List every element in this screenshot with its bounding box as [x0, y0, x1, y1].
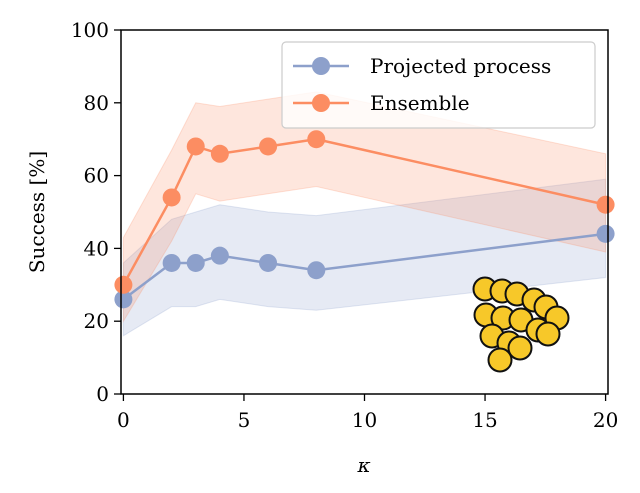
legend-label-projected-process: Projected process	[370, 54, 551, 78]
y-axis-label: Success [%]	[25, 151, 49, 273]
x-tick-label: 0	[117, 408, 130, 432]
legend-box	[281, 41, 596, 129]
point-ensemble	[114, 275, 133, 294]
y-axis-ticks: 0 20 40 60 80 100	[71, 18, 121, 406]
point-projected-process	[259, 253, 278, 272]
legend-label-ensemble: Ensemble	[370, 91, 470, 115]
point-projected-process	[186, 253, 205, 272]
y-tick-label: 80	[84, 91, 109, 115]
ball	[487, 347, 513, 373]
point-ensemble	[186, 137, 205, 156]
ball-stack-icon	[472, 276, 570, 373]
point-ensemble	[307, 130, 326, 149]
y-tick-label: 40	[84, 236, 109, 260]
x-tick-label: 15	[472, 408, 497, 432]
point-ensemble	[596, 195, 615, 214]
y-tick-label: 60	[84, 164, 109, 188]
x-axis-label: κ	[356, 453, 370, 477]
point-ensemble	[259, 137, 278, 156]
point-projected-process	[114, 290, 133, 309]
y-tick-label: 100	[71, 18, 109, 42]
point-projected-process	[596, 224, 615, 243]
point-ensemble	[162, 188, 181, 207]
point-projected-process	[162, 253, 181, 272]
ball	[507, 335, 533, 361]
data-points	[114, 130, 615, 309]
point-projected-process	[307, 261, 326, 280]
x-tick-label: 5	[238, 408, 251, 432]
legend-marker-ensemble	[312, 94, 330, 112]
y-tick-label: 20	[84, 309, 109, 333]
x-tick-label: 20	[593, 408, 618, 432]
x-tick-label: 10	[352, 408, 377, 432]
legend: Projected process Ensemble	[281, 41, 596, 129]
point-projected-process	[210, 246, 229, 265]
y-tick-label: 0	[96, 382, 109, 406]
legend-marker-projected-process	[312, 57, 330, 75]
point-ensemble	[210, 144, 229, 163]
x-axis-ticks: 0 5 10 15 20	[117, 394, 618, 432]
band-projected-process	[122, 178, 607, 337]
ball	[535, 321, 561, 347]
